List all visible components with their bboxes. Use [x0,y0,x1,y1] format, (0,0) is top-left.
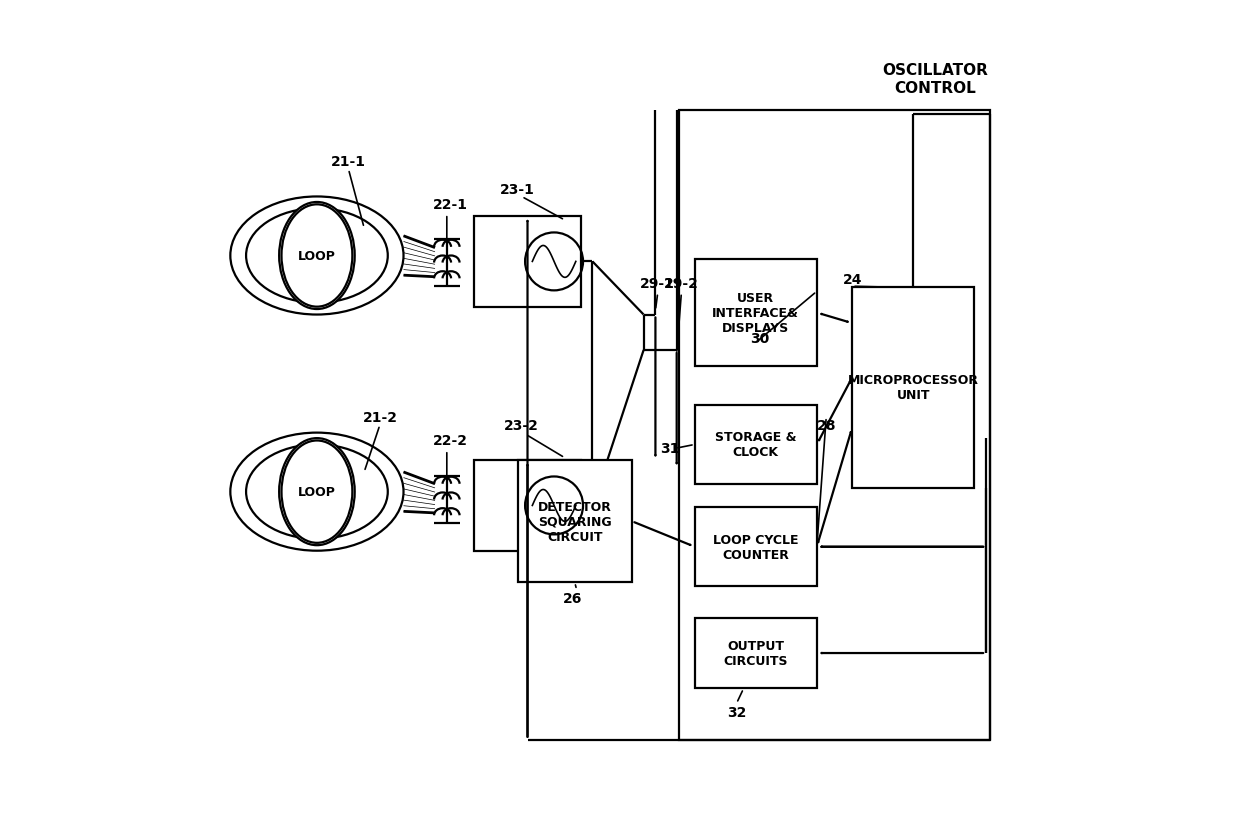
Text: 23-1: 23-1 [500,183,536,197]
Text: 21-1: 21-1 [331,155,366,169]
Bar [694,260,817,366]
Bar [680,111,990,740]
Ellipse shape [281,441,352,543]
Text: MICROPROCESSOR
UNIT: MICROPROCESSOR UNIT [848,374,978,402]
Text: 30: 30 [750,332,770,346]
Bar [475,460,580,551]
Bar [852,287,975,488]
Ellipse shape [281,205,352,307]
Text: 22-1: 22-1 [433,198,469,212]
Text: 21-2: 21-2 [362,410,397,424]
Bar [694,618,817,689]
Bar [475,217,580,307]
Bar [694,405,817,484]
Text: LOOP: LOOP [298,250,336,263]
Text: LOOP: LOOP [298,486,336,499]
Text: 29-2: 29-2 [663,277,699,291]
Text: 32: 32 [727,705,746,719]
Text: 29-1: 29-1 [640,277,676,291]
Text: USER
INTERFACE&
DISPLAYS: USER INTERFACE& DISPLAYS [712,292,800,335]
Text: OUTPUT
CIRCUITS: OUTPUT CIRCUITS [724,640,789,667]
Text: 26: 26 [563,591,583,605]
Ellipse shape [279,203,355,310]
Text: 24: 24 [842,273,862,287]
Text: LOOP CYCLE
COUNTER: LOOP CYCLE COUNTER [713,533,799,561]
Text: 22-2: 22-2 [433,434,469,448]
Text: OSCILLATOR
CONTROL: OSCILLATOR CONTROL [882,63,988,96]
Text: 23-2: 23-2 [505,419,539,432]
Text: 31: 31 [660,441,680,456]
Bar [694,508,817,586]
Text: DETECTOR
SQUARING
CIRCUIT: DETECTOR SQUARING CIRCUIT [538,500,611,543]
Text: 28: 28 [816,419,836,432]
Text: STORAGE &
CLOCK: STORAGE & CLOCK [715,431,796,459]
Ellipse shape [279,439,355,545]
Bar [517,460,632,582]
